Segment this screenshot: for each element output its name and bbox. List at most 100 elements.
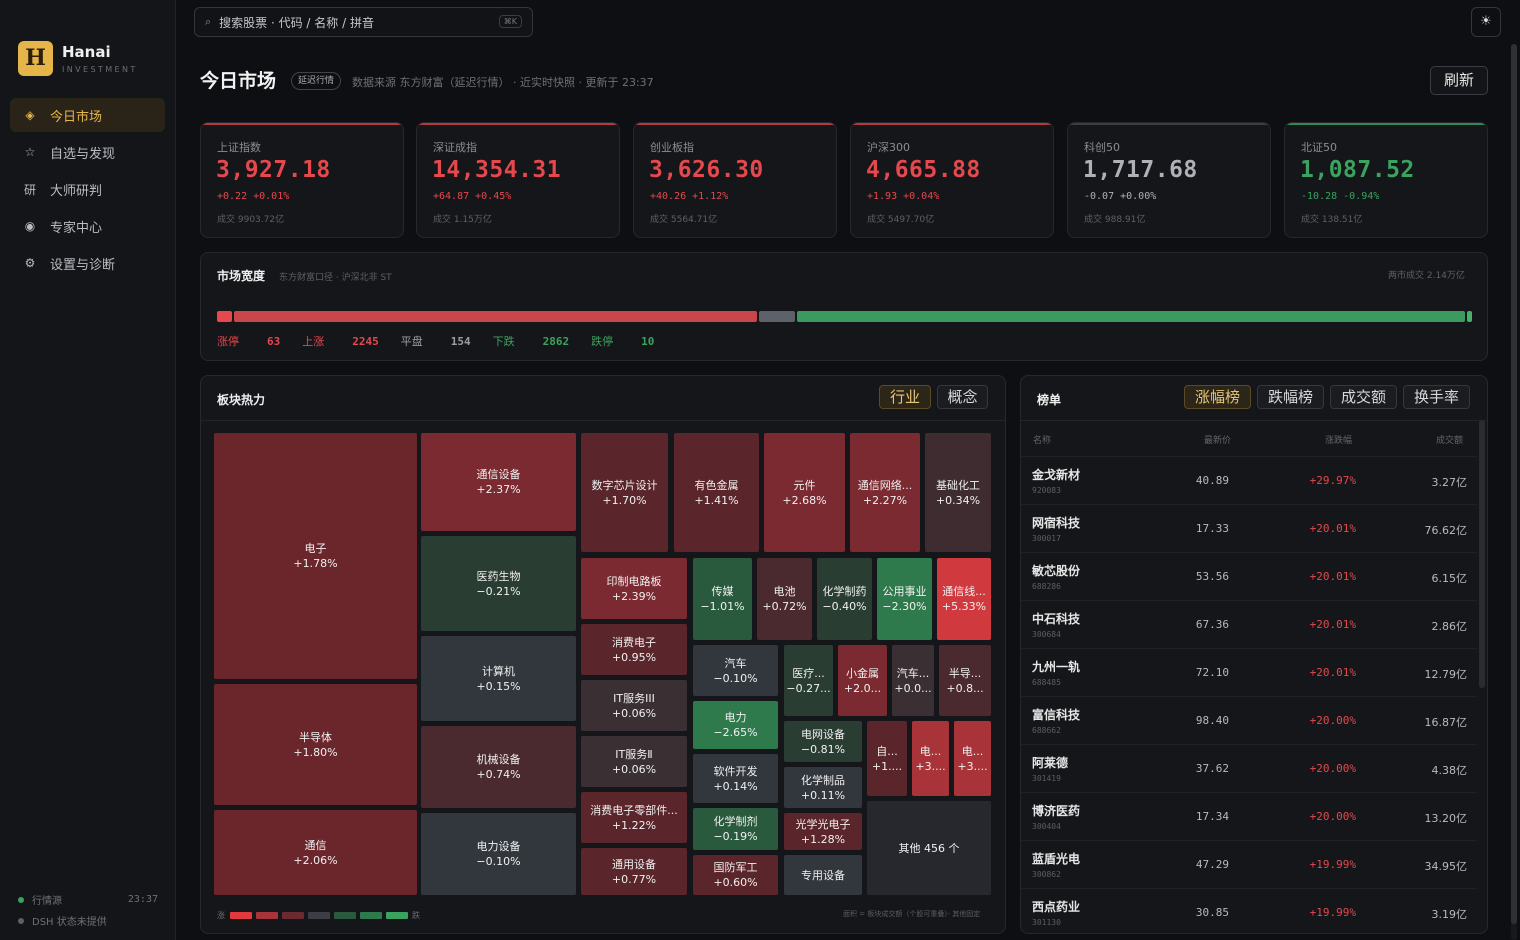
search-input[interactable]: ⌕ 搜索股票 · 代码 / 名称 / 拼音 ⌘K [194,7,533,37]
sector-tile[interactable]: 电力设备 −0.10% [421,813,576,895]
table-row[interactable]: 富信科技 688662 98.40 +20.00% 16.87亿 [1021,696,1477,744]
index-card[interactable]: 北证50 1,087.52 -10.28 -0.94% 成交 138.51亿 [1284,122,1488,238]
sector-tile[interactable]: 化学制药 −0.40% [817,558,872,640]
sector-tile[interactable]: 通用设备 +0.77% [581,848,687,895]
sector-tile[interactable]: 软件开发 +0.14% [693,754,778,803]
table-row[interactable]: 阿莱德 301419 37.62 +20.00% 4.38亿 [1021,744,1477,792]
sector-tile[interactable]: 电力 −2.65% [693,701,778,749]
sector-change: +1.78% [293,557,338,570]
tab-turnover-rate[interactable]: 换手率 [1403,385,1470,409]
legend-swatch [334,912,356,919]
index-card[interactable]: 沪深300 4,665.88 +1.93 +0.04% 成交 5497.70亿 [850,122,1054,238]
sidebar-item-market[interactable]: ◈ 今日市场 [10,98,165,132]
stock-name: 中石科技 [1032,612,1081,626]
sector-tile[interactable]: 医药生物 −0.21% [421,536,576,631]
sector-tile[interactable]: 通信线... +5.33% [937,558,991,640]
sidebar-item-watchlist[interactable]: ☆ 自选与发现 [10,135,165,169]
table-row[interactable]: 网宿科技 300017 17.33 +20.01% 76.62亿 [1021,504,1477,552]
sector-tile[interactable]: 有色金属 +1.41% [674,433,759,552]
sector-tile[interactable]: 传媒 −1.01% [693,558,752,640]
feed-status-time: 23:37 [127,894,158,905]
page-scrollbar[interactable] [1511,44,1517,940]
sector-tile[interactable]: 小金属 +2.0... [838,645,887,716]
index-card[interactable]: 创业板指 3,626.30 +40.26 +1.12% 成交 5564.71亿 [633,122,837,238]
sidebar-item-settings[interactable]: ⚙ 设置与诊断 [10,246,165,280]
sector-tile[interactable]: 电... +3.... [912,721,949,796]
table-row[interactable]: 博济医药 300404 17.34 +20.00% 13.20亿 [1021,792,1477,840]
tab-turnover-amount[interactable]: 成交额 [1330,385,1397,409]
ranking-scrollbar[interactable] [1479,420,1485,688]
scrollbar-thumb[interactable] [1511,44,1517,924]
sector-tile[interactable]: 光学光电子 +1.28% [784,813,862,850]
index-volume: 成交 138.51亿 [1301,215,1363,225]
sector-tile[interactable]: 机械设备 +0.74% [421,726,576,808]
legend-swatch [308,912,330,919]
limit-down-segment [1467,311,1473,322]
sector-tile[interactable]: 消费电子零部件... +1.22% [581,792,687,843]
tab-gainers[interactable]: 涨幅榜 [1184,385,1251,409]
legend-up-label: 涨 [217,911,225,920]
theme-toggle-button[interactable]: ☀ [1471,7,1501,37]
sector-tile[interactable]: 计算机 +0.15% [421,636,576,721]
table-row[interactable]: 蓝盾光电 300862 47.29 +19.99% 34.95亿 [1021,840,1477,888]
sector-tile[interactable]: 其他 456 个 [867,801,991,895]
sector-change: +0.06% [611,762,657,776]
tab-concept[interactable]: 概念 [937,385,988,409]
sector-tile[interactable]: IT服务Ⅱ +0.06% [581,736,687,787]
sector-tile[interactable]: 通信网络... +2.27% [850,433,920,552]
sector-tile[interactable]: 元件 +2.68% [764,433,845,552]
stock-code: 300404 [1032,822,1061,831]
table-row[interactable]: 金戈新材 920083 40.89 +29.97% 3.27亿 [1021,456,1477,504]
sector-tile[interactable]: 公用事业 −2.30% [877,558,932,640]
sector-tile[interactable]: 消费电子 +0.95% [581,624,687,675]
up-segment [233,311,758,322]
sidebar-item-experts[interactable]: ◉ 专家中心 [10,209,165,243]
table-row[interactable]: 敏芯股份 688286 53.56 +20.01% 6.15亿 [1021,552,1477,600]
sector-change: +1.70% [602,493,647,507]
tab-losers[interactable]: 跌幅榜 [1257,385,1324,409]
sector-tile[interactable]: 电池 +0.72% [757,558,812,640]
index-card[interactable]: 科创50 1,717.68 -0.07 +0.00% 成交 988.91亿 [1067,122,1271,238]
sector-tile[interactable]: 基础化工 +0.34% [925,433,991,552]
sidebar-item-label: 自选与发现 [50,146,116,162]
down-stat: 下跌 2862 [492,335,570,348]
sector-tile[interactable]: 自... +1.... [867,721,907,796]
sector-name: 电子 [304,542,327,555]
sector-tile[interactable]: 半导... +0.8... [939,645,991,716]
table-row[interactable]: 九州一轨 688485 72.10 +20.01% 12.79亿 [1021,648,1477,696]
index-volume: 成交 9903.72亿 [217,215,285,225]
limit-down-stat: 跌停 10 [591,335,655,348]
stock-amount: 4.38亿 [1431,764,1468,777]
refresh-button[interactable]: 刷新 [1430,66,1488,95]
index-value: 4,665.88 [866,157,981,183]
sidebar-item-label: 今日市场 [50,109,103,125]
stock-change: +20.01% [1309,522,1356,535]
stock-price: 17.33 [1195,522,1229,535]
sector-tile[interactable]: 医疗... −0.27... [784,645,833,716]
stock-code: 301130 [1032,918,1061,927]
sector-tile[interactable]: 半导体 +1.80% [214,684,417,805]
sector-tile[interactable]: 汽车... +0.0... [892,645,934,716]
table-row[interactable]: 西点药业 301130 30.85 +19.99% 3.19亿 [1021,888,1477,936]
index-card[interactable]: 深证成指 14,354.31 +64.87 +0.45% 成交 1.15万亿 [416,122,620,238]
sector-tile[interactable]: 通信设备 +2.37% [421,433,576,531]
sector-tile[interactable]: 化学制剂 −0.19% [693,808,778,850]
table-row[interactable]: 中石科技 300684 67.36 +20.01% 2.86亿 [1021,600,1477,648]
sector-tile[interactable]: 电... +3.... [954,721,991,796]
sector-tile[interactable]: 国防军工 +0.60% [693,855,778,895]
sector-tile[interactable]: 电子 +1.78% [214,433,417,679]
tab-industry[interactable]: 行业 [879,385,931,409]
sector-tile[interactable]: IT服务III +0.06% [581,680,687,731]
sector-tile[interactable]: 专用设备 [784,855,862,895]
index-name: 深证成指 [433,141,477,154]
sector-tile[interactable]: 印制电路板 +2.39% [581,558,687,619]
sector-tile[interactable]: 通信 +2.06% [214,810,417,895]
divider [201,420,1005,421]
sector-tile[interactable]: 化学制品 +0.11% [784,767,862,808]
index-card[interactable]: 上证指数 3,927.18 +0.22 +0.01% 成交 9903.72亿 [200,122,404,238]
index-value: 3,927.18 [216,157,331,183]
sidebar-item-research[interactable]: 研 大师研判 [10,172,165,206]
sector-tile[interactable]: 汽车 −0.10% [693,645,778,696]
sector-tile[interactable]: 电网设备 −0.81% [784,721,862,762]
sector-tile[interactable]: 数字芯片设计 +1.70% [581,433,668,552]
